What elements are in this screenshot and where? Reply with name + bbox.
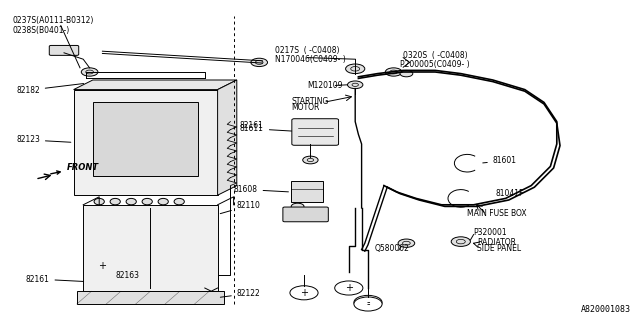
Circle shape (291, 203, 304, 210)
Ellipse shape (142, 198, 152, 205)
FancyBboxPatch shape (292, 119, 339, 145)
Circle shape (298, 208, 310, 214)
Text: 0238S(B0401-): 0238S(B0401-) (13, 26, 70, 35)
Text: +: + (345, 283, 353, 293)
Text: RADIATOR: RADIATOR (477, 238, 516, 247)
Text: A820001083: A820001083 (580, 305, 630, 314)
Circle shape (400, 70, 413, 77)
Polygon shape (74, 80, 237, 90)
Ellipse shape (110, 198, 120, 205)
Circle shape (335, 281, 363, 295)
Text: 0237S(A0111-B0312): 0237S(A0111-B0312) (13, 16, 94, 25)
Text: STARTING: STARTING (291, 97, 328, 106)
Text: FRONT: FRONT (51, 163, 99, 174)
Text: 82123: 82123 (16, 135, 71, 144)
Text: +: + (99, 260, 106, 271)
Text: 81608: 81608 (234, 185, 289, 194)
Bar (93, 102, 198, 176)
Text: -: - (366, 297, 370, 308)
Ellipse shape (94, 198, 104, 205)
Bar (291, 181, 323, 202)
Bar (77, 291, 224, 304)
Text: 81601: 81601 (483, 156, 517, 165)
Text: MAIN FUSE BOX: MAIN FUSE BOX (467, 209, 527, 218)
Bar (83, 205, 218, 291)
Text: 82122: 82122 (220, 289, 260, 298)
Bar (74, 90, 218, 195)
Circle shape (346, 64, 365, 74)
Circle shape (290, 286, 318, 300)
Text: M120109: M120109 (307, 81, 342, 90)
Text: 82163: 82163 (116, 271, 140, 280)
Text: 0320S  ( -C0408): 0320S ( -C0408) (403, 51, 468, 60)
Text: MOTOR: MOTOR (291, 103, 319, 112)
Circle shape (348, 81, 363, 89)
FancyBboxPatch shape (283, 207, 328, 222)
Text: N170046(C0409- ): N170046(C0409- ) (275, 55, 346, 64)
Text: 0217S  ( -C0408): 0217S ( -C0408) (275, 46, 340, 55)
Polygon shape (218, 80, 237, 195)
Circle shape (303, 156, 318, 164)
Circle shape (354, 295, 382, 309)
Text: 81611: 81611 (240, 124, 292, 133)
Circle shape (398, 239, 415, 247)
Text: SIDE PANEL: SIDE PANEL (477, 244, 521, 253)
Ellipse shape (126, 198, 136, 205)
Text: 82161: 82161 (234, 121, 264, 130)
FancyBboxPatch shape (49, 45, 79, 55)
Circle shape (451, 237, 470, 246)
Circle shape (81, 68, 98, 76)
Text: Q580002: Q580002 (374, 244, 409, 253)
Ellipse shape (158, 198, 168, 205)
Circle shape (385, 68, 402, 76)
Text: 82161: 82161 (26, 275, 84, 284)
Circle shape (288, 213, 301, 219)
Text: +: + (300, 288, 308, 298)
Text: P200005(C0409- ): P200005(C0409- ) (400, 60, 470, 69)
Ellipse shape (174, 198, 184, 205)
Text: 82110: 82110 (220, 201, 260, 214)
Text: P320001: P320001 (474, 228, 508, 237)
Text: 82182: 82182 (16, 84, 84, 95)
Circle shape (354, 297, 382, 311)
Circle shape (251, 58, 268, 67)
Text: 81041F: 81041F (496, 189, 524, 198)
Text: -: - (366, 299, 370, 309)
